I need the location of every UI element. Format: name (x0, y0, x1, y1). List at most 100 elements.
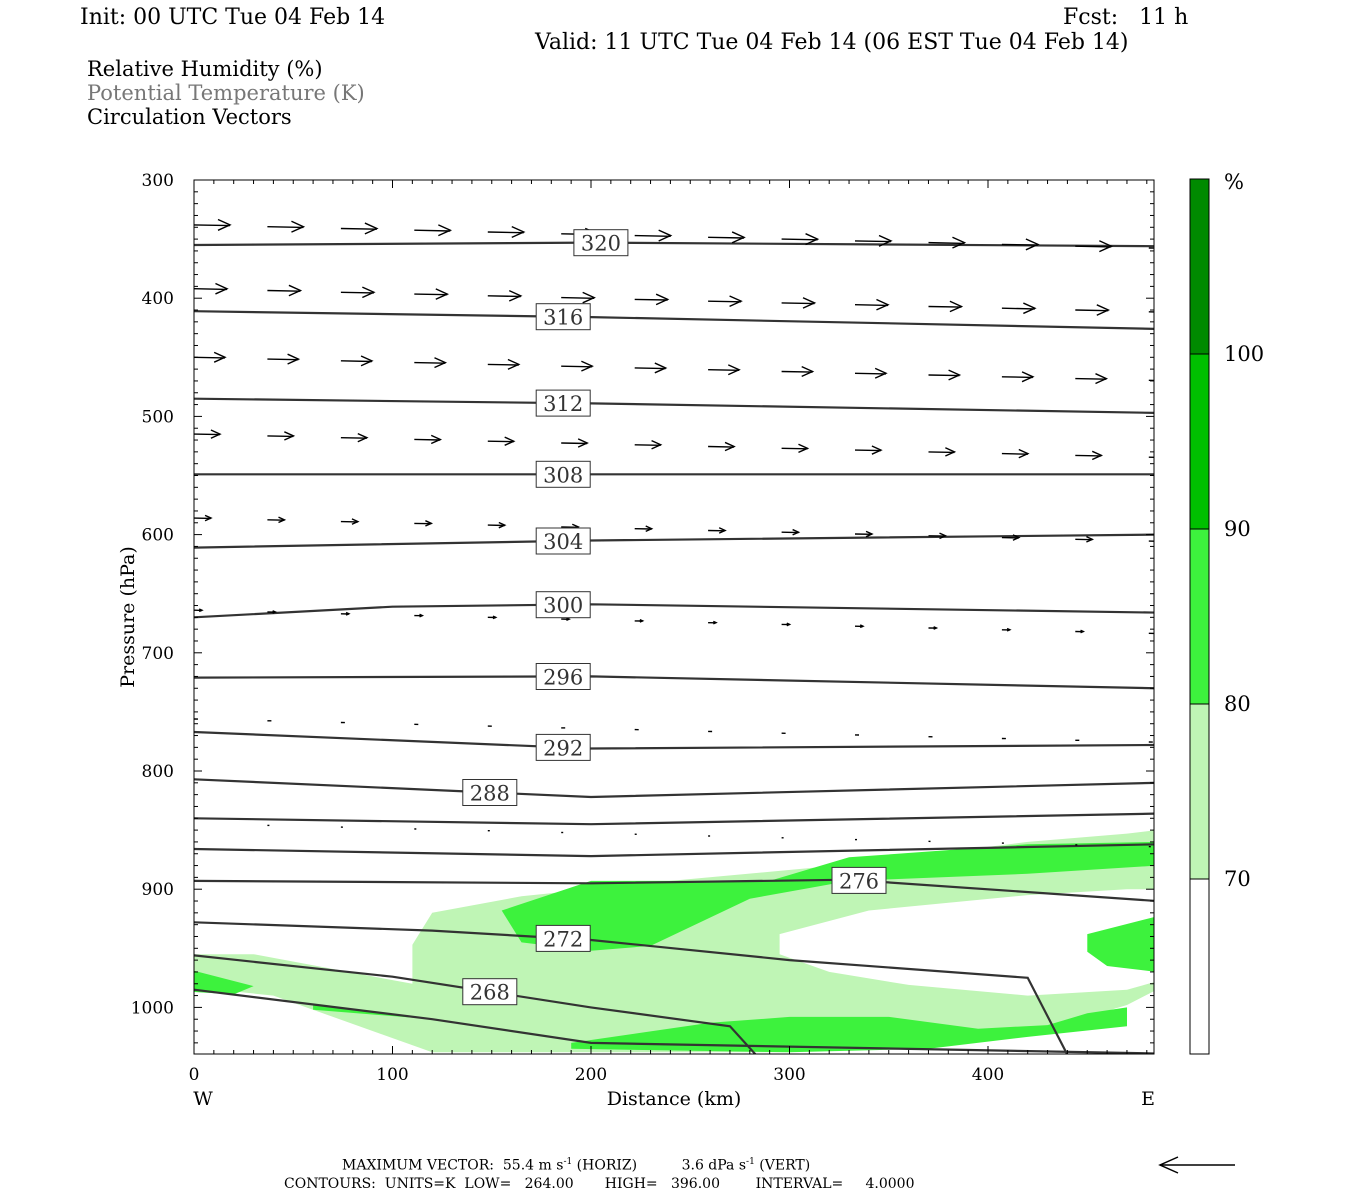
rh-region-70-0 (194, 830, 1154, 1053)
vector-head-1-5 (582, 291, 596, 304)
vector-shaft-1-4 (487, 295, 521, 298)
vector-shaft-0-10 (928, 241, 965, 245)
vector-head-4-6 (645, 525, 654, 533)
max-vector-line: MAXIMUM VECTOR: 55.4 m s-1 (HORIZ) 3.6 d… (342, 1157, 810, 1174)
vector-shaft-1-11 (1001, 307, 1035, 310)
isentrope-label-box-316 (535, 303, 591, 331)
y-tick-label-900: 900 (142, 880, 174, 900)
isentrope-label-316: 316 (543, 306, 583, 330)
vector-head-2-7 (727, 364, 741, 376)
isentrope-276 (194, 878, 1154, 902)
vector-head-1-2 (362, 286, 376, 299)
vector-head-1-11 (1023, 302, 1037, 315)
isentrope-label-268: 268 (470, 981, 510, 1005)
vector-head-3-3 (430, 434, 443, 445)
vector-head-0-1 (291, 220, 306, 233)
vector-shaft-2-9 (854, 372, 887, 375)
vector-shaft-0-1 (267, 226, 304, 229)
vector-shaft-3-11 (1001, 452, 1028, 455)
vector-head-2-9 (874, 367, 888, 379)
isentrope-264 (194, 988, 1154, 1054)
vert-exponent: -1 (746, 1157, 755, 1167)
vector-shaft-1-0 (194, 288, 228, 291)
vector-head-0-8 (805, 233, 820, 246)
x-tick-label-300: 300 (773, 1065, 805, 1085)
isentrope-label-292: 292 (543, 736, 583, 760)
vector-shaft-2-11 (1001, 376, 1033, 379)
isentrope-label-box-296 (535, 663, 591, 690)
isentrope-284 (194, 812, 1154, 826)
colorbar-label-100: 100 (1224, 342, 1264, 366)
legend-potential-temperature: Potential Temperature (K) (87, 81, 365, 105)
vector-head-1-3 (435, 288, 450, 300)
vector-shaft-3-2 (340, 437, 367, 439)
vector-head-5-10 (933, 626, 939, 630)
isentrope-288 (194, 778, 1154, 799)
vector-head-4-12 (1086, 536, 1095, 543)
vector-head-3-13 (1166, 453, 1175, 461)
vector-shaft-1-1 (267, 289, 301, 292)
vector-shaft-2-10 (928, 374, 960, 377)
vector-head-2-0 (213, 351, 227, 363)
vector-head-2-1 (287, 353, 301, 365)
isentrope-label-box-308 (535, 460, 591, 488)
vector-shaft-2-3 (414, 361, 446, 364)
vector-shaft-0-9 (854, 240, 892, 243)
x-tick-label-400: 400 (972, 1065, 1004, 1085)
vector-head-0-0 (217, 218, 232, 231)
vector-head-2-11 (1021, 371, 1035, 383)
isentrope-label-308: 308 (543, 463, 583, 487)
vector-shaft-3-8 (781, 447, 808, 450)
vector-head-1-7 (729, 295, 743, 307)
x-axis-label: Distance (km) (607, 1088, 742, 1110)
vector-head-4-3 (425, 520, 434, 527)
horiz-value: 55.4 m s (502, 1157, 564, 1174)
legend-relative-humidity: Relative Humidity (%) (87, 57, 323, 81)
isentrope-label-300: 300 (543, 594, 583, 618)
vector-shaft-2-5 (561, 365, 593, 368)
rh-region-80-3 (571, 1007, 1127, 1053)
vector-head-3-12 (1091, 450, 1104, 461)
legend-circulation-vectors: Circulation Vectors (87, 105, 292, 129)
isentrope-label-box-300 (535, 591, 591, 619)
vector-shaft-0-3 (414, 229, 451, 232)
isentrope-304 (194, 533, 1154, 549)
vector-shaft-2-7 (708, 369, 740, 371)
y-tick-label-400: 400 (142, 289, 174, 309)
max-vector-label: MAXIMUM VECTOR: (342, 1157, 494, 1174)
isentrope-label-box-268 (462, 978, 518, 1006)
vector-head-3-1 (284, 431, 296, 441)
isentrope-312 (194, 397, 1154, 414)
vector-shaft-0-12 (1075, 245, 1112, 248)
west-label: W (193, 1088, 213, 1110)
vector-shaft-3-7 (708, 445, 735, 448)
vector-head-1-4 (508, 290, 523, 302)
vector-shaft-0-6 (634, 234, 671, 237)
vector-head-0-7 (731, 231, 746, 244)
vector-head-1-13 (1170, 307, 1182, 317)
theta-labels: 320 316 312 308 304 300 296 292 288 276 272 268 (462, 229, 887, 1006)
east-label: E (1141, 1088, 1155, 1110)
y-tick-label-1000: 1000 (131, 998, 174, 1018)
isentrope-label-box-288 (462, 779, 518, 806)
isentrope-label-312: 312 (543, 392, 583, 416)
vector-head-5-4 (492, 615, 498, 620)
vector-head-2-4 (507, 358, 521, 370)
vector-head-4-2 (351, 518, 360, 525)
isentrope-label-320: 320 (581, 232, 621, 256)
vector-head-2-6 (654, 362, 668, 374)
vector-shaft-0-4 (487, 231, 524, 234)
isentrope-label-box-272 (535, 924, 591, 952)
vector-head-3-4 (504, 436, 516, 446)
vector-head-2-13 (1169, 375, 1180, 385)
vector-head-5-1 (272, 610, 278, 614)
vector-head-2-2 (360, 355, 374, 367)
reference-vector-arrow (1158, 1156, 1235, 1174)
vector-head-1-12 (1096, 304, 1111, 316)
rh-shading (194, 830, 1154, 1053)
x-tick-label-100: 100 (376, 1065, 408, 1085)
vector-head-3-7 (724, 441, 736, 452)
isentrope-300 (194, 603, 1154, 619)
vector-shaft-2-1 (267, 358, 299, 361)
